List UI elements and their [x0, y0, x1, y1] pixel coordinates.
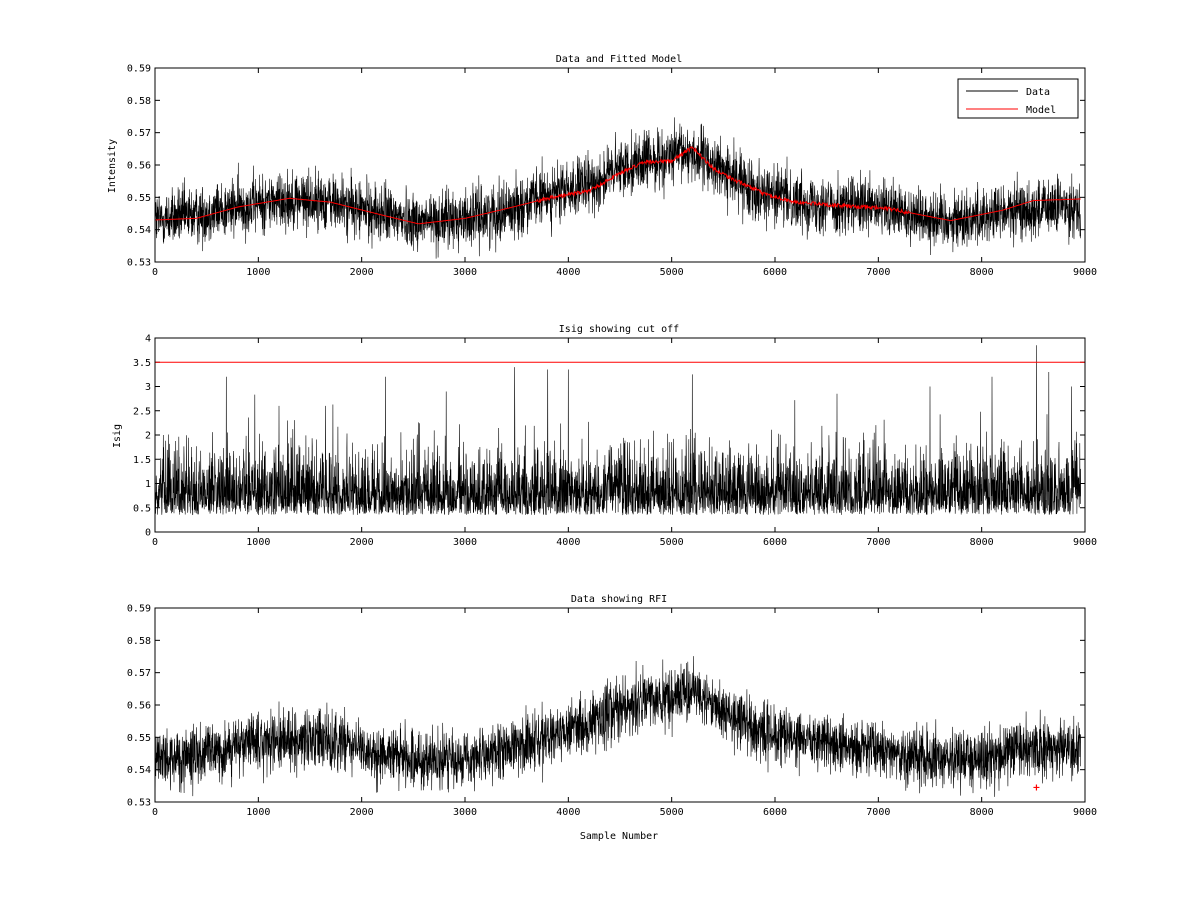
- y-tick-label: 0.57: [127, 128, 151, 139]
- x-tick-label: 6000: [763, 267, 787, 278]
- x-tick-label: 7000: [866, 537, 890, 548]
- panel-3-xlabel: Sample Number: [580, 831, 658, 842]
- x-tick-label: 0: [152, 267, 158, 278]
- x-tick-label: 6000: [763, 807, 787, 818]
- y-tick-label: 0.54: [127, 225, 151, 236]
- x-tick-label: 1000: [246, 807, 270, 818]
- series-line-data: [155, 656, 1081, 797]
- x-tick-label: 5000: [660, 267, 684, 278]
- panel-1-title: Data and Fitted Model: [556, 54, 682, 65]
- rfi-marker: [1033, 784, 1040, 791]
- axes-frame: [154, 67, 1086, 263]
- x-tick-label: 9000: [1073, 807, 1097, 818]
- x-tick-label: 4000: [556, 537, 580, 548]
- y-tick-label: 0.59: [127, 64, 151, 75]
- y-tick-label: 1.5: [133, 455, 151, 466]
- panel-3-title: Data showing RFI: [571, 594, 667, 605]
- x-tick-label: 4000: [556, 807, 580, 818]
- y-tick-label: 0.55: [127, 193, 151, 204]
- y-tick-label: 0.56: [127, 701, 151, 712]
- panel-isig: Isig showing cut off Isig 0 1000 2000 3000 4…: [112, 324, 1097, 548]
- panel-2-title: Isig showing cut off: [559, 324, 679, 335]
- series-line-model: [155, 146, 1081, 225]
- x-tick-label: 3000: [453, 807, 477, 818]
- axes-frame: [154, 607, 1086, 803]
- x-tick-label: 2000: [350, 267, 374, 278]
- x-tick-label: 5000: [660, 537, 684, 548]
- x-tick-label: 5000: [660, 807, 684, 818]
- x-tick-label: 2000: [350, 537, 374, 548]
- y-tick-label: 0: [145, 528, 151, 539]
- legend-label-data: Data: [1026, 87, 1050, 98]
- x-tick-label: 7000: [866, 807, 890, 818]
- y-tick-label: 3.5: [133, 358, 151, 369]
- y-tick-label: 0.58: [127, 636, 151, 647]
- panel-data-rfi: Data showing RFI Sample Number 0 1000 2000…: [127, 594, 1097, 842]
- x-tick-label: 8000: [970, 807, 994, 818]
- x-tick-label: 0: [152, 537, 158, 548]
- y-tick-label: 0.56: [127, 161, 151, 172]
- axes-frame: [154, 337, 1086, 533]
- x-tick-label: 9000: [1073, 537, 1097, 548]
- y-tick-label: 0.54: [127, 765, 151, 776]
- y-tick-label: 0.59: [127, 604, 151, 615]
- x-tick-label: 8000: [970, 537, 994, 548]
- legend: Data Model: [957, 78, 1079, 119]
- y-tick-label: 4: [145, 334, 151, 345]
- plot-area: [155, 345, 1081, 516]
- y-tick-label: 0.53: [127, 258, 151, 269]
- y-tick-label: 0.5: [133, 503, 151, 514]
- y-tick-label: 0.58: [127, 96, 151, 107]
- x-tick-label: 1000: [246, 267, 270, 278]
- x-tick-label: 8000: [970, 267, 994, 278]
- x-tick-label: 2000: [350, 807, 374, 818]
- y-tick-label: 2.5: [133, 406, 151, 417]
- series-line-isig: [155, 345, 1081, 516]
- legend-box: [957, 78, 1079, 119]
- y-tick-label: 1: [145, 479, 151, 490]
- y-tick-label: 0.55: [127, 733, 151, 744]
- x-tick-label: 1000: [246, 537, 270, 548]
- plot-area: [155, 117, 1081, 259]
- panel-1-ylabel: Intensity: [107, 139, 118, 193]
- panel-2-ylabel: Isig: [112, 424, 123, 448]
- x-tick-label: 4000: [556, 267, 580, 278]
- x-tick-label: 3000: [453, 537, 477, 548]
- x-tick-label: 7000: [866, 267, 890, 278]
- y-tick-label: 0.53: [127, 798, 151, 809]
- x-tick-label: 9000: [1073, 267, 1097, 278]
- plot-area: [155, 656, 1081, 797]
- legend-label-model: Model: [1026, 105, 1056, 116]
- y-tick-label: 2: [145, 431, 151, 442]
- y-tick-label: 3: [145, 382, 151, 393]
- y-tick-label: 0.57: [127, 668, 151, 679]
- x-tick-label: 0: [152, 807, 158, 818]
- x-tick-label: 3000: [453, 267, 477, 278]
- x-tick-label: 6000: [763, 537, 787, 548]
- panel-data-model: Data and Fitted Model Intensity 0 1000 200…: [107, 54, 1097, 278]
